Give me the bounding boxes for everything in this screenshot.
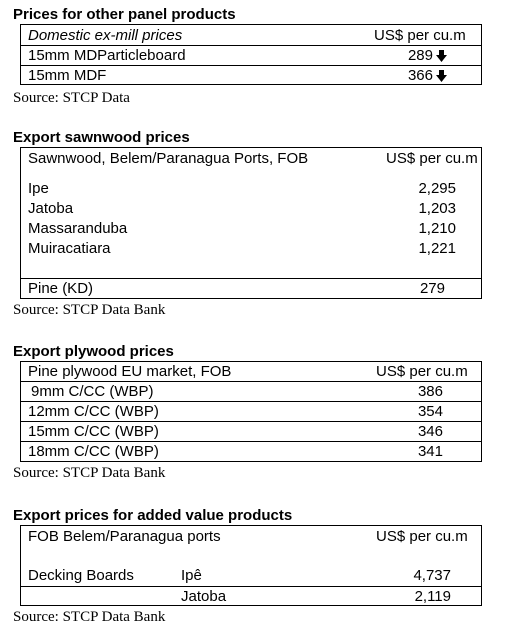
row-value: 2,119	[414, 588, 451, 605]
plywood-source-note: Source: STCP Data Bank	[13, 465, 166, 481]
panel-source-note: Source: STCP Data	[13, 90, 130, 106]
table-header-unit: US$ per cu.m	[376, 363, 468, 380]
sawnwood-source-note: Source: STCP Data Bank	[13, 302, 166, 318]
table-header-row: Domestic ex-mill prices US$ per cu.m	[21, 26, 481, 46]
table-row: Massaranduba 1,210	[21, 219, 481, 239]
row-label: 12mm C/CC (WBP)	[28, 403, 159, 420]
row-value: 279	[419, 280, 445, 297]
row-label: Ipe	[28, 180, 49, 197]
table-row: 18mm C/CC (WBP) 341	[21, 441, 481, 462]
panel-section-title: Prices for other panel products	[13, 6, 236, 23]
row-value: 1,203	[418, 200, 456, 217]
down-arrow-icon	[433, 66, 447, 82]
down-arrow-icon	[433, 46, 447, 62]
table-row: 12mm C/CC (WBP) 354	[21, 401, 481, 422]
row-label: 9mm C/CC (WBP)	[31, 383, 154, 400]
table-header-unit: US$ per cu.m	[386, 150, 478, 167]
table-row: Jatoba 2,119	[21, 586, 481, 607]
row-label: 15mm MDF	[28, 67, 107, 84]
plywood-section-title: Export plywood prices	[13, 343, 174, 360]
table-row: Muiracatiara 1,221	[21, 239, 481, 259]
row-value: 386	[417, 383, 443, 400]
sawnwood-price-table: Sawnwood, Belem/Paranagua Ports, FOB US$…	[20, 147, 482, 299]
row-label: 15mm C/CC (WBP)	[28, 423, 159, 440]
row-value-number: 289	[407, 47, 433, 64]
table-row: 15mm MDF 366	[21, 65, 481, 86]
plywood-price-table: Pine plywood EU market, FOB US$ per cu.m…	[20, 361, 482, 462]
row-value: 4,737	[413, 567, 451, 584]
added-value-source-note: Source: STCP Data Bank	[13, 609, 166, 625]
panel-price-table: Domestic ex-mill prices US$ per cu.m 15m…	[20, 24, 482, 85]
table-header-row: Pine plywood EU market, FOB US$ per cu.m	[21, 362, 481, 382]
row-value: 366	[408, 66, 447, 86]
row-value: 1,221	[418, 240, 456, 257]
table-header-row: FOB Belem/Paranagua ports US$ per cu.m	[21, 527, 481, 547]
row-label: 15mm MDParticleboard	[28, 47, 186, 64]
table-header-label: Domestic ex-mill prices	[28, 27, 183, 44]
row-value: 341	[417, 443, 443, 460]
table-row: 9mm C/CC (WBP) 386	[21, 381, 481, 402]
added-value-price-table: FOB Belem/Paranagua ports US$ per cu.m D…	[20, 525, 482, 606]
row-value: 354	[417, 403, 443, 420]
table-row: 15mm MDParticleboard 289	[21, 45, 481, 66]
sawnwood-section-title: Export sawnwood prices	[13, 129, 190, 146]
table-header-label: Sawnwood, Belem/Paranagua Ports, FOB	[28, 150, 309, 167]
row-value: 1,210	[418, 220, 456, 237]
row-label: Muiracatiara	[28, 240, 111, 257]
added-value-section-title: Export prices for added value products	[13, 507, 293, 524]
table-row: Jatoba 1,203	[21, 199, 481, 219]
row-value: 289	[408, 46, 447, 66]
table-header-unit: US$ per cu.m	[374, 27, 466, 44]
row-label: Pine (KD)	[28, 280, 94, 297]
table-header-row: Sawnwood, Belem/Paranagua Ports, FOB US$…	[21, 149, 481, 169]
row-value-number: 366	[407, 67, 433, 84]
table-header-label: FOB Belem/Paranagua ports	[28, 528, 221, 545]
row-species: Ipê	[181, 567, 202, 584]
row-label: Decking Boards	[28, 567, 134, 584]
table-row: Ipe 2,295	[21, 179, 481, 199]
table-row: Pine (KD) 279	[21, 278, 481, 299]
row-label: Jatoba	[28, 200, 74, 217]
row-value: 346	[417, 423, 443, 440]
table-row: Decking Boards Ipê 4,737	[21, 566, 481, 586]
row-species: Jatoba	[181, 588, 227, 605]
table-header-unit: US$ per cu.m	[376, 528, 468, 545]
table-row: 15mm C/CC (WBP) 346	[21, 421, 481, 442]
row-label: 18mm C/CC (WBP)	[28, 443, 159, 460]
row-value: 2,295	[418, 180, 456, 197]
table-header-label: Pine plywood EU market, FOB	[28, 363, 232, 380]
row-label: Massaranduba	[28, 220, 128, 237]
